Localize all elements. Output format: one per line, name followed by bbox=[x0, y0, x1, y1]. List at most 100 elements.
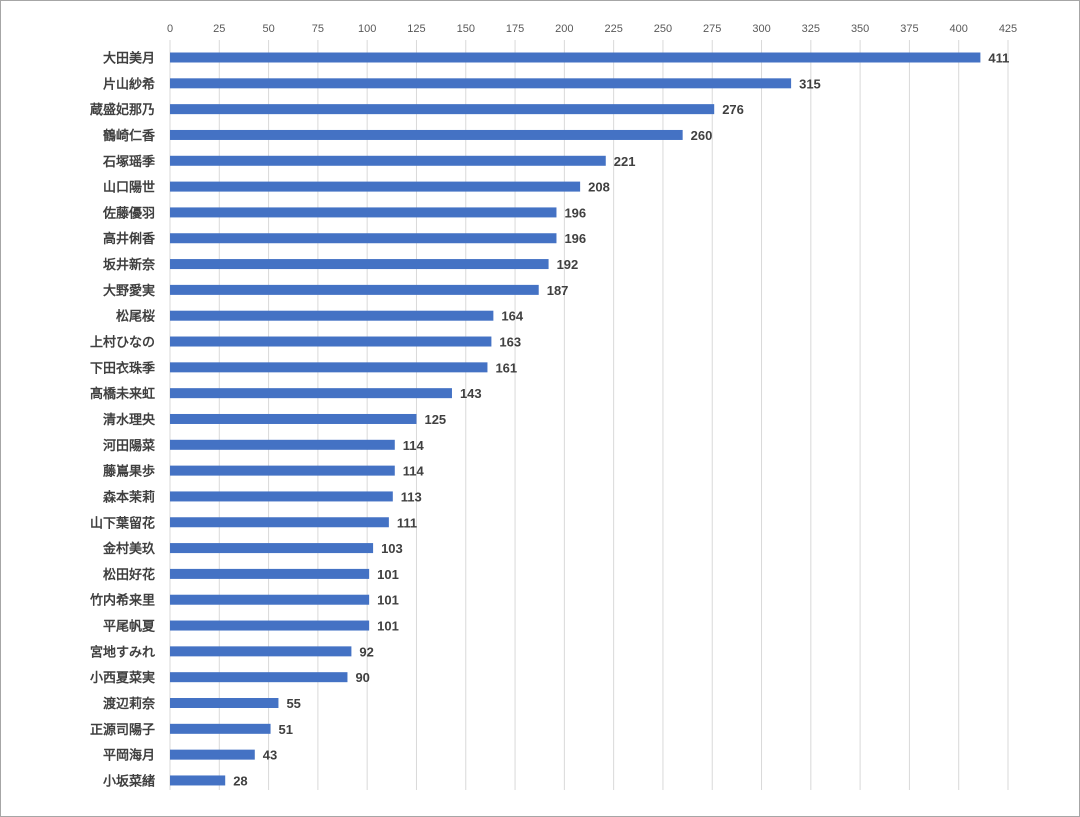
bar bbox=[170, 233, 557, 244]
category-label: 藤嶌果歩 bbox=[103, 464, 155, 480]
category-label: 鶴崎仁香 bbox=[103, 128, 156, 144]
x-tick-label: 400 bbox=[950, 23, 968, 35]
category-label: 下田衣珠季 bbox=[90, 360, 155, 376]
bar bbox=[170, 672, 348, 683]
data-label: 196 bbox=[564, 231, 586, 246]
x-tick-label: 100 bbox=[358, 23, 376, 35]
x-tick-label: 325 bbox=[802, 23, 820, 35]
data-label: 276 bbox=[722, 102, 744, 117]
bar bbox=[170, 568, 370, 579]
bar bbox=[170, 284, 539, 295]
data-label: 208 bbox=[588, 180, 610, 195]
x-axis-ticks: 0 25 50 75 100 125 150 175 200 225 250 275 300 325 350… bbox=[167, 23, 1017, 35]
category-label: 小坂菜緒 bbox=[103, 773, 155, 789]
data-label: 103 bbox=[381, 541, 403, 556]
data-label: 125 bbox=[424, 412, 446, 427]
category-label: 小西夏菜実 bbox=[90, 670, 155, 686]
category-label: 松尾桜 bbox=[116, 309, 155, 325]
category-label: 竹内希来里 bbox=[89, 593, 155, 609]
bar bbox=[170, 388, 452, 399]
x-tick-label: 50 bbox=[262, 23, 274, 35]
data-label: 114 bbox=[403, 438, 425, 453]
category-label: 正源司陽子 bbox=[90, 722, 155, 738]
category-label: 上村ひなの bbox=[90, 335, 155, 351]
bar bbox=[170, 517, 389, 528]
data-label: 113 bbox=[401, 489, 422, 504]
data-label: 90 bbox=[355, 670, 369, 685]
data-label: 51 bbox=[279, 722, 293, 737]
data-label: 315 bbox=[799, 76, 821, 91]
category-label: 渡辺莉奈 bbox=[103, 696, 156, 712]
data-label: 411 bbox=[988, 51, 1009, 66]
data-label: 92 bbox=[359, 644, 373, 659]
data-label: 164 bbox=[501, 309, 523, 324]
category-label: 宮地すみれ bbox=[90, 644, 155, 660]
bar bbox=[170, 181, 581, 192]
x-tick-label: 375 bbox=[900, 23, 918, 35]
bar bbox=[170, 439, 395, 450]
category-label: 蔵盛妃那乃 bbox=[90, 102, 155, 118]
data-label: 196 bbox=[564, 205, 586, 220]
bar bbox=[170, 491, 393, 502]
x-tick-label: 175 bbox=[506, 23, 524, 35]
x-tick-label: 125 bbox=[407, 23, 425, 35]
x-tick-label: 200 bbox=[555, 23, 573, 35]
category-label: 山口陽世 bbox=[103, 180, 155, 196]
bar bbox=[170, 155, 606, 166]
category-label: 髙橋未来虹 bbox=[90, 386, 155, 402]
bar bbox=[170, 362, 488, 373]
bar bbox=[170, 698, 279, 708]
data-label: 28 bbox=[233, 773, 247, 788]
category-label: 片山紗希 bbox=[103, 76, 155, 92]
category-label: 佐藤優羽 bbox=[102, 205, 155, 221]
data-label: 260 bbox=[691, 128, 713, 143]
category-label: 河田陽菜 bbox=[103, 438, 155, 454]
data-label: 221 bbox=[614, 154, 636, 169]
x-tick-label: 300 bbox=[752, 23, 770, 35]
x-tick-label: 350 bbox=[851, 23, 869, 35]
bar bbox=[170, 336, 492, 347]
bar bbox=[170, 207, 557, 218]
bar bbox=[170, 413, 417, 424]
x-tick-label: 250 bbox=[654, 23, 672, 35]
data-label: 163 bbox=[499, 335, 521, 350]
data-label: 101 bbox=[377, 593, 399, 608]
bar bbox=[170, 310, 494, 321]
category-label: 大田美月 bbox=[103, 51, 155, 67]
bar bbox=[170, 104, 715, 115]
data-label: 192 bbox=[557, 257, 579, 272]
bar bbox=[170, 646, 352, 657]
bar bbox=[170, 620, 370, 631]
category-label: 平岡海月 bbox=[103, 748, 155, 764]
category-label: 坂井新奈 bbox=[103, 257, 156, 273]
bar bbox=[170, 775, 226, 786]
bar bbox=[170, 749, 255, 760]
data-label: 161 bbox=[495, 360, 517, 375]
category-label: 石塚瑶季 bbox=[102, 154, 155, 170]
category-label: 金村美玖 bbox=[102, 541, 156, 557]
bar bbox=[170, 52, 981, 63]
category-label: 高井俐香 bbox=[103, 231, 156, 247]
data-label: 111 bbox=[397, 515, 417, 530]
category-labels: 大田美月片山紗希蔵盛妃那乃鶴崎仁香石塚瑶季山口陽世佐藤優羽高井俐香坂井新奈大野愛… bbox=[89, 51, 156, 790]
category-label: 大野愛実 bbox=[103, 283, 155, 299]
x-tick-label: 275 bbox=[703, 23, 721, 35]
bar bbox=[170, 723, 271, 734]
bar bbox=[170, 594, 370, 605]
data-label: 101 bbox=[377, 567, 399, 582]
x-tick-label: 75 bbox=[312, 23, 324, 35]
data-label: 101 bbox=[377, 619, 399, 634]
x-tick-label: 425 bbox=[999, 23, 1017, 35]
category-label: 清水理央 bbox=[103, 412, 156, 428]
data-label: 114 bbox=[403, 464, 425, 479]
data-label: 143 bbox=[460, 386, 482, 401]
category-label: 平尾帆夏 bbox=[103, 620, 156, 635]
data-label: 55 bbox=[286, 696, 300, 711]
x-tick-label: 0 bbox=[167, 23, 173, 35]
x-tick-label: 150 bbox=[457, 23, 475, 35]
category-label: 松田好花 bbox=[103, 567, 155, 583]
x-tick-label: 225 bbox=[604, 23, 622, 35]
bars bbox=[170, 52, 981, 786]
x-tick-label: 25 bbox=[213, 23, 225, 35]
